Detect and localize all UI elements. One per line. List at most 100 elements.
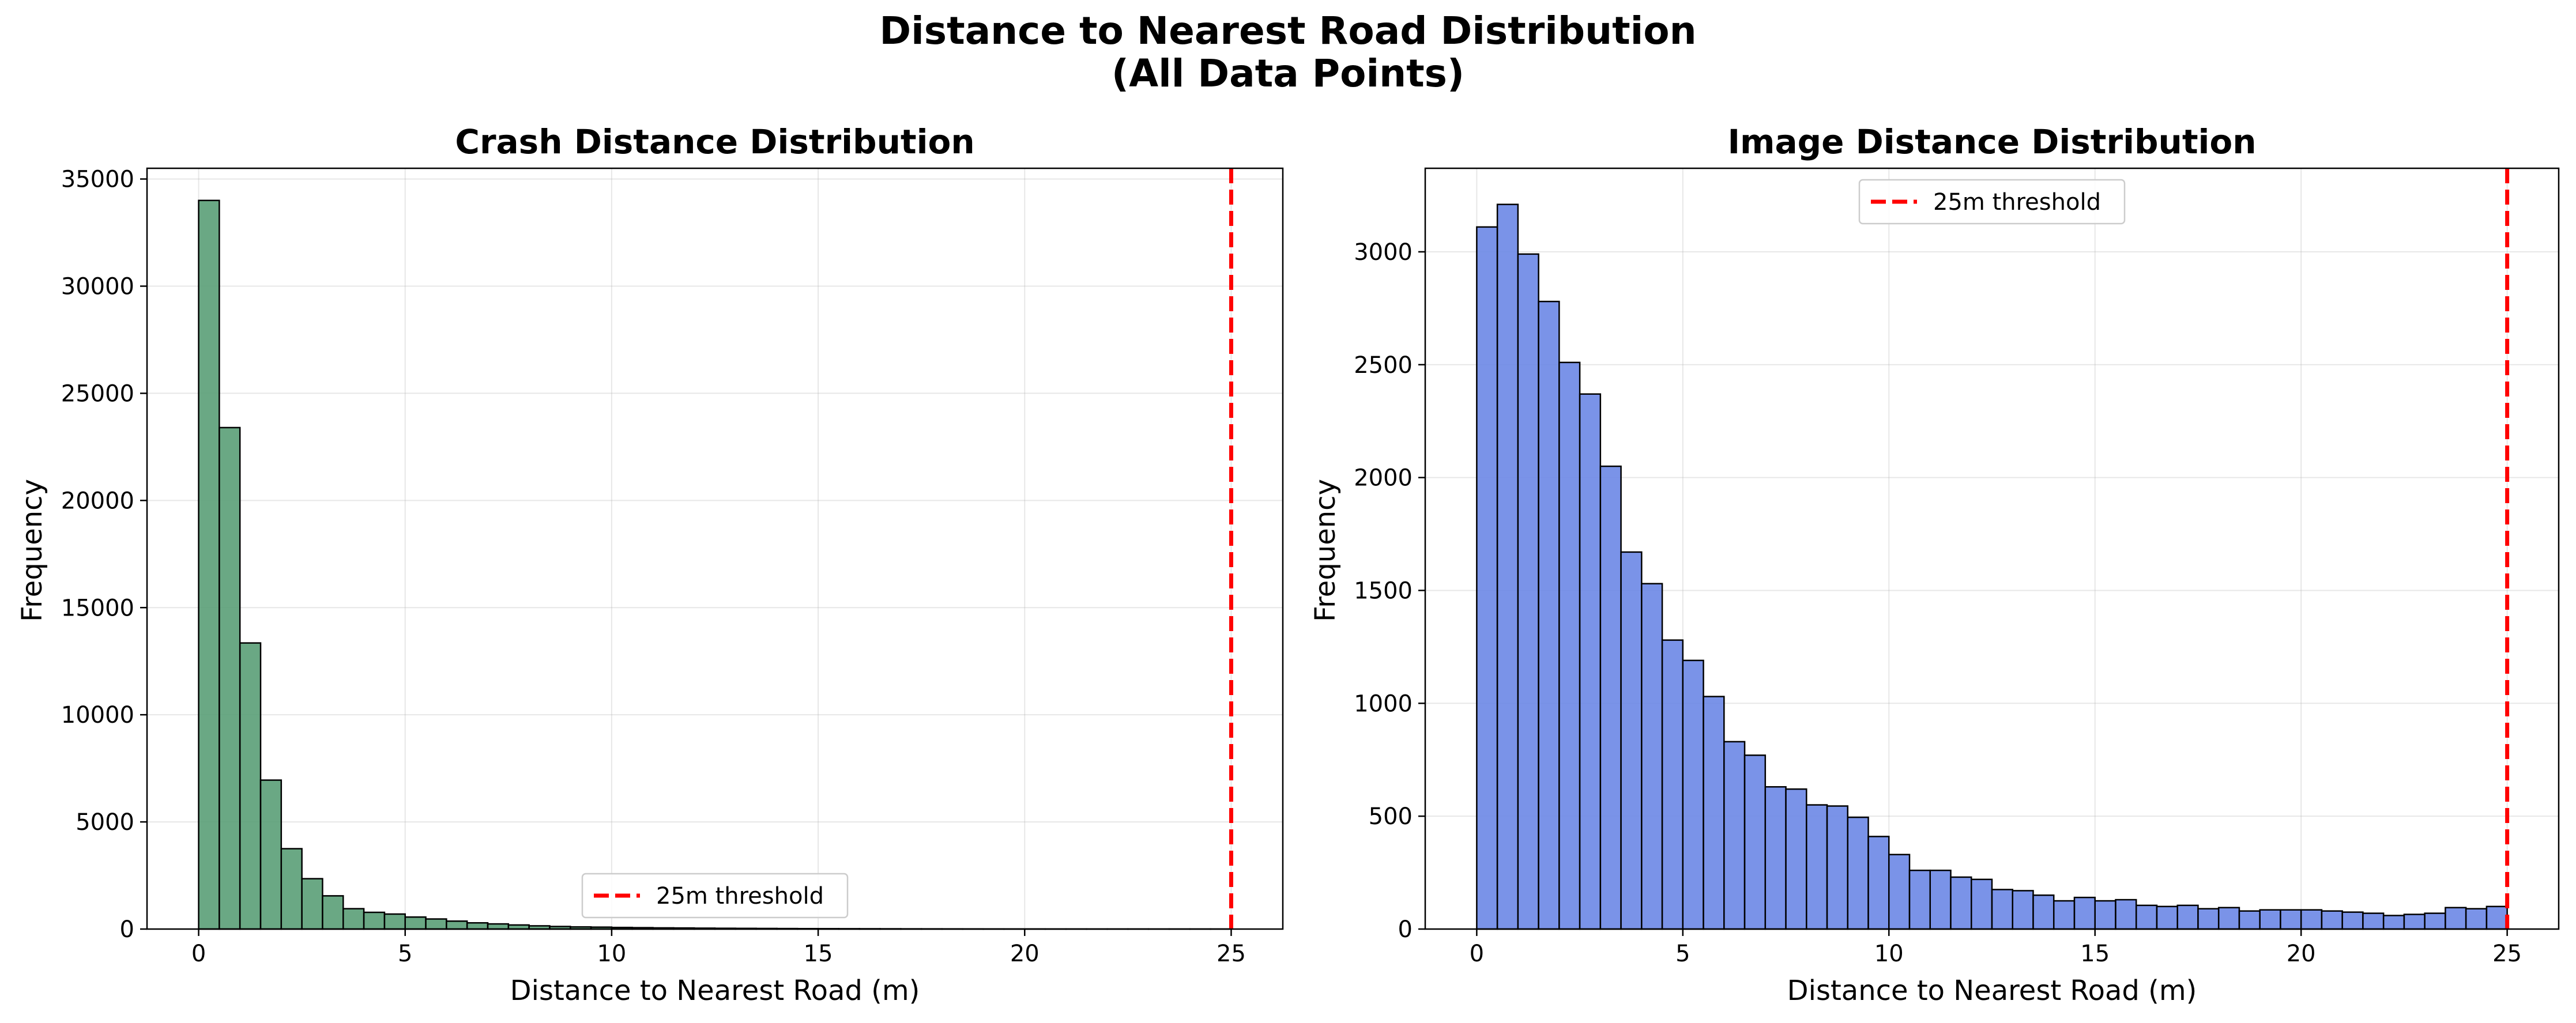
image-histogram-bar [2321,910,2343,930]
image-histogram-bar [1888,854,1911,930]
image-histogram-bar [2217,907,2240,930]
image-histogram-bar [1806,804,1828,930]
crash-legend-label: 25m threshold [656,883,824,909]
image-histogram-bar [1764,786,1787,930]
image-histogram-bar [1496,203,1519,930]
image-histogram-bar [2403,913,2426,930]
image-histogram-bar [2465,908,2488,930]
image-histogram-bar [2176,904,2199,930]
crash-y-tick-label: 25000 [61,380,134,407]
image-histogram-bar [2341,911,2364,930]
image-y-tick-label: 2000 [1354,465,1413,492]
crash-histogram-bar [383,913,406,930]
image-y-tick-label: 500 [1369,803,1413,830]
image-y-tick-label: 1500 [1354,577,1413,604]
figure-title-line2: (All Data Points) [1112,51,1464,96]
image-histogram-bar [2094,900,2116,930]
crash-histogram-bar [280,848,303,930]
crash-legend-box [581,873,849,919]
image-distance-panel: Image Distance Distribution Distance to … [1309,122,2560,1007]
image-histogram-bar [2424,912,2446,930]
crash-x-tick-label: 20 [1010,941,1040,967]
crash-y-tick-label: 30000 [61,274,134,300]
crash-x-tick-label: 15 [804,941,833,967]
crash-histogram-bar [487,923,510,930]
image-x-tick-label: 20 [2287,941,2316,967]
crash-histogram-bar [404,916,427,930]
crash-y-tick-label: 35000 [61,167,134,193]
image-histogram-bar [2300,909,2323,930]
crash-y-axis-label: Frequency [16,479,48,622]
crash-histogram-bar [425,918,447,930]
crash-legend: 25m threshold [581,873,849,919]
crash-x-axis-label: Distance to Nearest Road (m) [510,975,920,1007]
image-x-tick-label: 25 [2492,941,2522,967]
image-x-tick-label: 15 [2080,941,2110,967]
crash-y-tick-label: 10000 [61,702,134,728]
image-legend: 25m threshold [1858,179,2126,225]
image-histogram-bar [1950,876,1972,930]
crash-bars [198,199,1232,930]
crash-histogram-bar [322,895,344,930]
image-histogram-bar [1661,639,1684,930]
image-histogram-bar [1558,361,1581,930]
image-x-tick-label: 5 [1675,941,1690,967]
image-legend-label: 25m threshold [1933,189,2101,216]
crash-x-tick-label: 5 [398,941,412,967]
crash-histogram-bar [466,922,489,930]
crash-histogram-bar [446,920,468,930]
image-histogram-bar [1599,465,1622,930]
image-histogram-bar [2382,915,2405,930]
image-bars [1476,203,2508,930]
image-y-axis-label: Frequency [1309,479,1342,622]
image-histogram-bar [1785,788,1807,930]
image-histogram-bar [2135,904,2158,930]
image-histogram-bar [1929,869,1952,930]
image-x-axis-label: Distance to Nearest Road (m) [1787,975,2197,1007]
image-histogram-bar [1723,741,1746,930]
image-y-tick-label: 3000 [1354,239,1413,266]
image-histogram-bar [1847,816,1869,930]
image-histogram-bar [1826,805,1849,930]
image-y-tick-label: 1000 [1354,690,1413,717]
crash-histogram-bar [219,426,241,930]
image-histogram-bar [1682,659,1704,930]
crash-x-tick-label: 10 [597,941,626,967]
image-histogram-bar [2445,907,2467,930]
image-histogram-bar [1867,836,1890,930]
crash-histogram-bar [198,199,220,930]
image-axes-frame [1424,167,2560,930]
image-histogram-bar [1517,253,1539,930]
image-histogram-bar [2280,909,2302,930]
image-histogram-bar [2115,899,2137,930]
image-histogram-bar [1703,696,1725,930]
crash-axes-frame [146,167,1284,930]
image-x-tick-label: 10 [1874,941,1904,967]
image-histogram-bar [2238,910,2261,930]
image-histogram-bar [1579,393,1602,930]
image-histogram-bar [1908,869,1931,930]
image-histogram-bar [2012,890,2034,930]
image-histogram-bar [1641,583,1663,930]
crash-distance-panel: Crash Distance Distribution Distance to … [16,122,1284,1007]
image-legend-box [1858,179,2126,225]
crash-panel-title: Crash Distance Distribution [455,122,974,161]
image-y-tick-label: 0 [1398,916,1413,943]
image-histogram-bar [1991,889,2013,930]
image-histogram-bar [2052,900,2076,930]
crash-grid [147,168,1283,930]
figure-title-line1: Distance to Nearest Road Distribution [879,9,1696,53]
image-histogram-bar [1538,300,1560,930]
image-panel-title: Image Distance Distribution [1727,122,2256,161]
image-histogram-bar [1476,226,1498,930]
crash-histogram-bar [239,642,262,930]
image-histogram-bar [2073,896,2096,930]
crash-histogram-bar [363,911,386,930]
crash-histogram-bar [259,779,283,930]
crash-histogram-bar [342,908,365,930]
image-histogram-bar [1971,878,1993,930]
image-histogram-bar [2362,912,2385,930]
crash-y-tick-label: 15000 [61,595,134,621]
crash-y-tick-label: 5000 [76,809,134,836]
